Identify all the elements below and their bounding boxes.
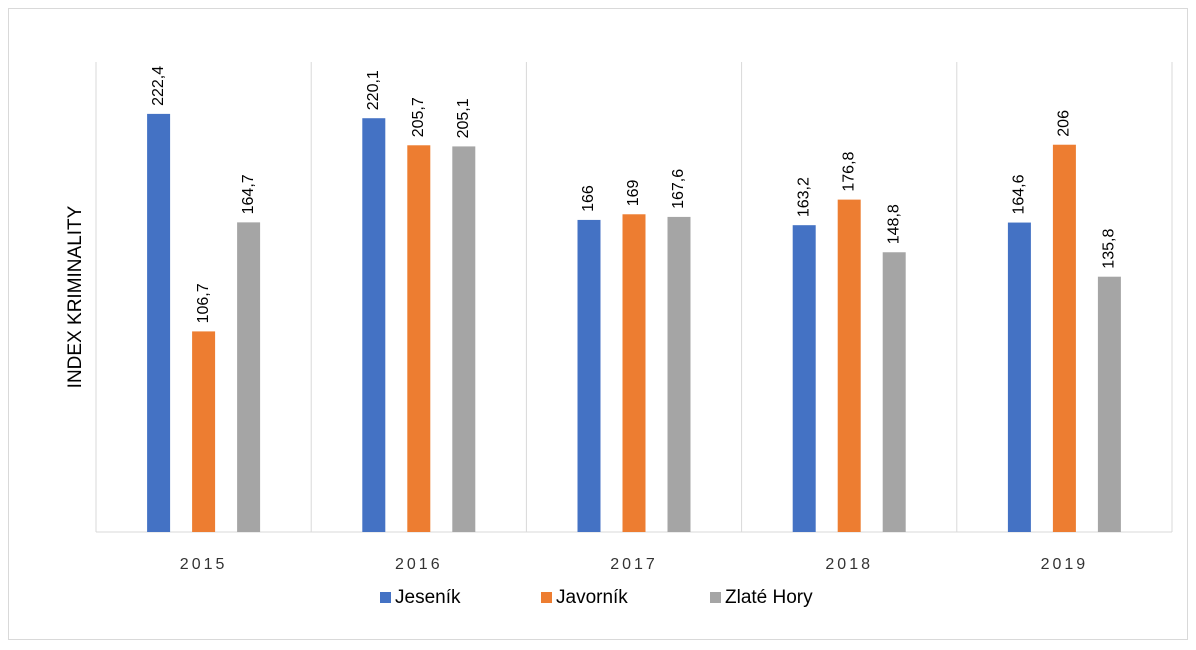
data-label: 164,6 [1011, 174, 1028, 214]
legend-swatch [380, 592, 391, 603]
data-label: 206 [1056, 110, 1073, 137]
bar [407, 145, 431, 532]
data-label: 205,7 [410, 97, 427, 137]
bar [1097, 276, 1121, 532]
legend-label: Javorník [556, 587, 628, 608]
bar [192, 331, 216, 532]
bar [577, 219, 601, 533]
data-label: 164,7 [240, 174, 257, 214]
bar [147, 113, 171, 532]
x-tick-label: 2015 [180, 556, 228, 573]
data-label: 166 [580, 185, 597, 212]
bar [237, 222, 261, 532]
bar [667, 216, 691, 533]
data-label: 148,8 [885, 204, 902, 244]
bar [882, 252, 906, 533]
legend-swatch [710, 592, 721, 603]
x-tick-label: 2017 [610, 556, 658, 573]
data-label: 135,8 [1101, 229, 1118, 269]
bar [837, 199, 861, 532]
legend-label: Jeseník [395, 587, 461, 608]
data-label: 205,1 [455, 98, 472, 138]
data-label: 222,4 [150, 66, 167, 106]
legend-label: Zlaté Hory [725, 587, 813, 608]
data-label: 167,6 [670, 169, 687, 209]
data-label: 163,2 [795, 177, 812, 217]
data-label: 169 [625, 179, 642, 206]
bar [792, 225, 816, 532]
data-label: 106,7 [195, 283, 212, 323]
bar [362, 118, 386, 532]
bar [1052, 144, 1076, 532]
data-label: 220,1 [365, 70, 382, 110]
y-axis-title: INDEX KRIMINALITY [65, 205, 86, 388]
legend-swatch [541, 592, 552, 603]
bar [1007, 222, 1031, 532]
bar [452, 146, 476, 533]
x-tick-label: 2019 [1041, 556, 1089, 573]
x-tick-label: 2018 [825, 556, 873, 573]
data-label: 176,8 [840, 151, 857, 191]
bar [622, 214, 646, 532]
x-tick-label: 2016 [395, 556, 443, 573]
